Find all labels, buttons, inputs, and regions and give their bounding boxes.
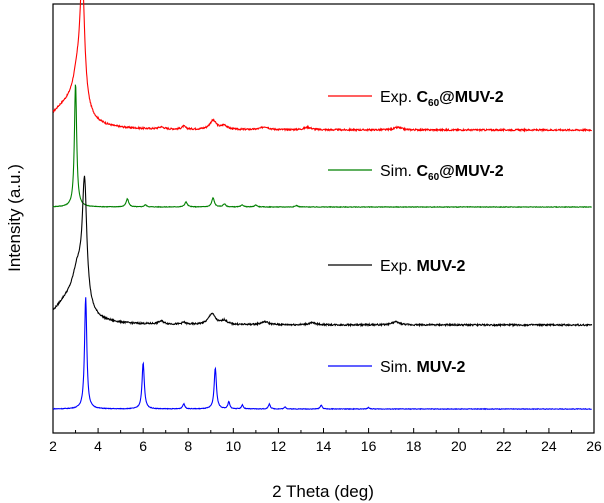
series-line-exp_muv2 (52, 175, 593, 328)
x-tick-label: 6 (139, 438, 147, 454)
x-tick-label: 16 (361, 438, 377, 454)
legend: Exp. C60@MUV-2 Sim. C60@MUV-2 Exp. MUV-2 Si… (328, 89, 504, 376)
x-tick-label: 12 (271, 438, 287, 454)
legend-label: Sim. MUV-2 (380, 359, 465, 376)
legend-item-sim_c60: Sim. C60@MUV-2 (328, 163, 504, 183)
x-tick-label: 22 (496, 438, 512, 454)
x-tick-label: 8 (184, 438, 192, 454)
y-axis-label: Intensity (a.u.) (5, 164, 24, 272)
x-tick-label: 20 (451, 438, 467, 454)
legend-item-exp_muv2: Exp. MUV-2 (328, 258, 465, 275)
legend-label: Exp. C60@MUV-2 (380, 89, 504, 109)
x-tick-label: 4 (94, 438, 102, 454)
x-axis-ticks: 2 4 6 8 10 12 14 16 18 20 22 24 26 (49, 428, 602, 454)
traces (52, 0, 593, 411)
legend-label: Sim. C60@MUV-2 (380, 163, 504, 183)
x-tick-label: 18 (406, 438, 422, 454)
plot-frame (52, 3, 595, 434)
series-line-exp_c60 (52, 0, 593, 133)
series-line-sim_muv2 (52, 297, 592, 411)
legend-label: Exp. MUV-2 (380, 258, 465, 275)
series-line-sim_c60 (52, 84, 592, 209)
x-tick-label: 14 (316, 438, 332, 454)
x-tick-label: 10 (226, 438, 242, 454)
x-tick-label: 26 (586, 438, 602, 454)
legend-item-sim_muv2: Sim. MUV-2 (328, 359, 465, 376)
x-axis-label: 2 Theta (deg) (272, 482, 374, 501)
x-tick-label: 24 (541, 438, 557, 454)
x-tick-label: 2 (49, 438, 57, 454)
legend-item-exp_c60: Exp. C60@MUV-2 (328, 89, 504, 109)
